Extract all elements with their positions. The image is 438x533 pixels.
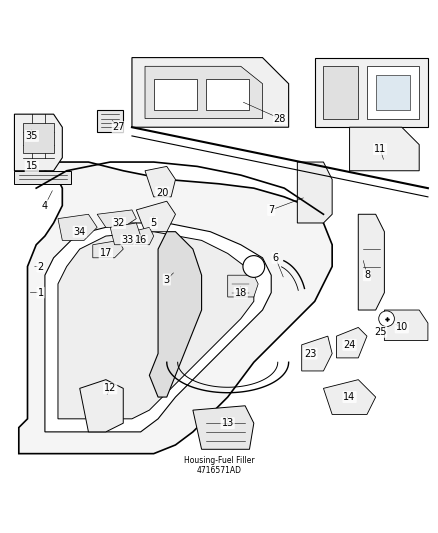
Text: 35: 35 <box>26 131 38 141</box>
Text: 3: 3 <box>164 274 170 285</box>
Text: 28: 28 <box>274 114 286 124</box>
Polygon shape <box>58 214 97 240</box>
Polygon shape <box>206 79 250 110</box>
Polygon shape <box>145 166 176 197</box>
Polygon shape <box>323 66 358 118</box>
Polygon shape <box>315 58 428 127</box>
Polygon shape <box>367 66 419 118</box>
Text: 18: 18 <box>235 288 247 297</box>
Text: 33: 33 <box>121 236 134 245</box>
Polygon shape <box>45 223 271 432</box>
Polygon shape <box>58 232 254 419</box>
Polygon shape <box>110 223 141 245</box>
Text: 5: 5 <box>151 218 157 228</box>
Polygon shape <box>93 240 123 258</box>
Polygon shape <box>97 110 123 132</box>
Text: 25: 25 <box>374 327 386 337</box>
Circle shape <box>379 311 394 327</box>
Text: 6: 6 <box>272 253 279 263</box>
Polygon shape <box>358 214 385 310</box>
Polygon shape <box>385 310 428 341</box>
Polygon shape <box>80 379 123 432</box>
Text: 10: 10 <box>396 322 408 333</box>
Polygon shape <box>302 336 332 371</box>
Polygon shape <box>376 75 410 110</box>
Polygon shape <box>19 162 332 454</box>
Polygon shape <box>132 228 154 245</box>
Circle shape <box>243 256 265 277</box>
Text: 34: 34 <box>74 227 86 237</box>
Polygon shape <box>297 162 332 223</box>
Text: 11: 11 <box>374 144 386 154</box>
Polygon shape <box>97 210 136 228</box>
Text: 15: 15 <box>26 161 38 172</box>
Text: 27: 27 <box>113 122 125 132</box>
Polygon shape <box>23 123 53 154</box>
Polygon shape <box>145 66 262 118</box>
Text: 23: 23 <box>304 349 317 359</box>
Text: 13: 13 <box>222 418 234 428</box>
Polygon shape <box>154 79 197 110</box>
Text: 1: 1 <box>38 288 44 297</box>
Polygon shape <box>14 114 62 171</box>
Text: 24: 24 <box>343 340 356 350</box>
Polygon shape <box>14 171 71 184</box>
Text: 2: 2 <box>37 262 44 271</box>
Text: 20: 20 <box>156 188 169 198</box>
Polygon shape <box>132 58 289 127</box>
Text: Housing-Fuel Filler
4716571AD: Housing-Fuel Filler 4716571AD <box>184 456 254 475</box>
Polygon shape <box>323 379 376 415</box>
Text: 17: 17 <box>100 248 112 259</box>
Polygon shape <box>136 201 176 232</box>
Text: 16: 16 <box>134 236 147 245</box>
Text: 32: 32 <box>113 218 125 228</box>
Text: 12: 12 <box>104 383 117 393</box>
Polygon shape <box>350 127 419 171</box>
Polygon shape <box>149 232 201 397</box>
Text: 4: 4 <box>42 200 48 211</box>
Polygon shape <box>228 275 258 297</box>
Text: 14: 14 <box>343 392 356 402</box>
Polygon shape <box>336 327 367 358</box>
Text: 7: 7 <box>268 205 274 215</box>
Text: 8: 8 <box>364 270 370 280</box>
Polygon shape <box>193 406 254 449</box>
